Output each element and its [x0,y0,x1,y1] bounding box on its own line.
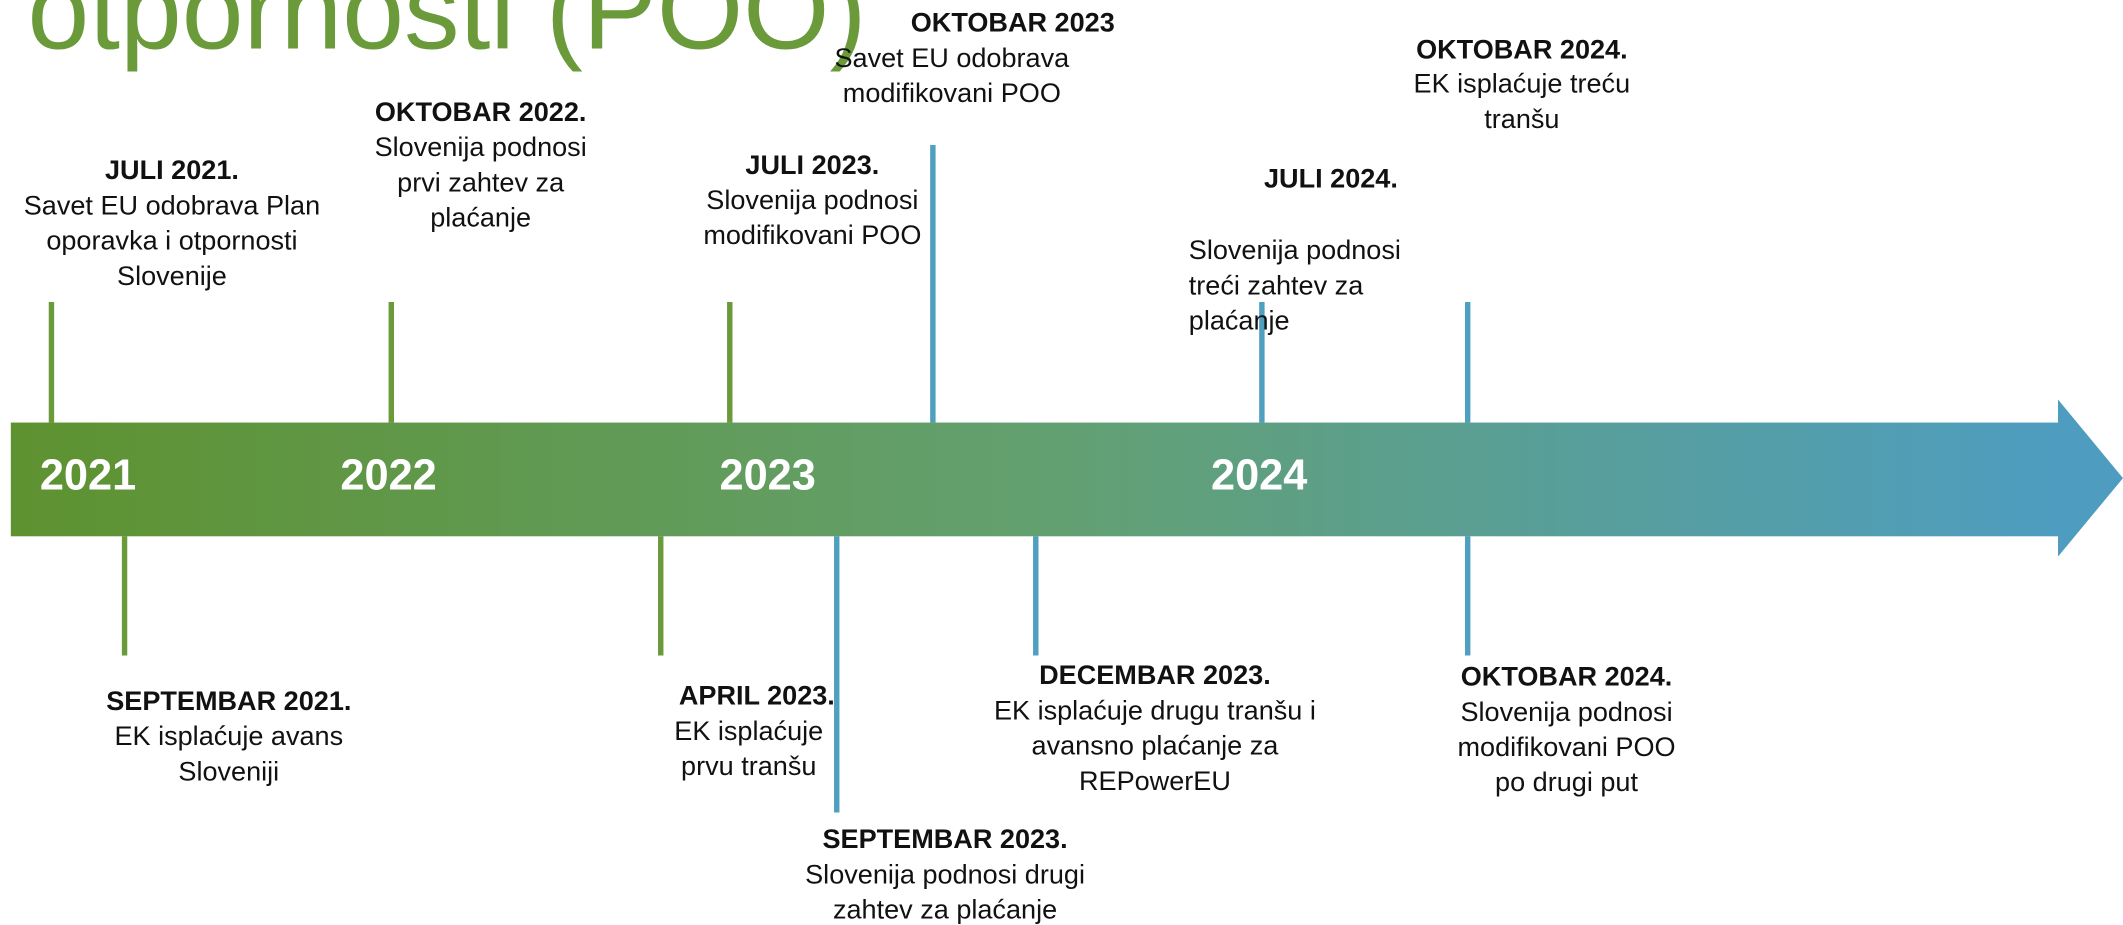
event-text: prvu tranšu [681,750,816,781]
event-text: plaćanje [1189,305,1290,336]
event-text: EK isplaćuje treću [1414,68,1631,99]
event-date: OKTOBAR 2023 [911,7,1115,38]
event-text: avansno plaćanje za [1032,730,1280,761]
event-text: tranšu [1484,103,1559,134]
event-text: Slovenija podnosi [1189,234,1401,265]
event-date: OKTOBAR 2024. [1416,34,1628,65]
event-text: Savet EU odobrava [834,42,1070,73]
event-text: modifikovani POO [843,77,1061,108]
event-text: zahtev za plaćanje [833,893,1057,924]
event-date: JULI 2024. [1264,162,1398,193]
event-text: EK isplaćuje avans [114,720,343,751]
event-date: OKTOBAR 2022. [375,96,587,127]
year-label: 2022 [340,452,436,500]
event-text: Slovenija podnosi [1460,696,1672,727]
event-date: JULI 2023. [745,149,879,180]
event-text: plaćanje [430,202,531,233]
event-text: po drugi put [1495,766,1638,797]
title: otpornosti (POO) [27,0,866,72]
event-text: Slovenija podnosi drugi [805,858,1085,889]
event-text: Slovenije [117,260,227,291]
year-label: 2024 [1211,452,1307,500]
event-date: OKTOBAR 2024. [1461,661,1673,692]
event-text: treći zahtev za [1189,269,1364,300]
event-text: Slovenija podnosi [706,184,918,215]
event-text: modifikovani POO [703,219,921,250]
event-text: Slovenija podnosi [375,131,587,162]
event-text: modifikovani POO [1457,731,1675,762]
event-date: SEPTEMBAR 2023. [822,823,1067,854]
event-text: EK isplaćuje [674,715,823,746]
event-date: JULI 2021. [105,154,239,185]
event-text: EK isplaćuje drugu tranšu i [994,694,1316,725]
event-text: REPowerEU [1079,765,1231,796]
event-date: DECEMBAR 2023. [1039,659,1271,690]
event-date: APRIL 2023. [679,680,835,711]
arrow-body [10,422,2060,537]
event-text: oporavka i otpornosti [46,225,297,256]
year-label: 2021 [40,452,136,500]
arrow-head [2058,399,2123,557]
event-text: Sloveniji [178,755,279,786]
event-date: SEPTEMBAR 2021. [106,685,351,716]
event-text: prvi zahtev za [397,166,565,197]
event-text: Savet EU odobrava Plan [24,189,320,220]
year-label: 2023 [720,452,816,500]
